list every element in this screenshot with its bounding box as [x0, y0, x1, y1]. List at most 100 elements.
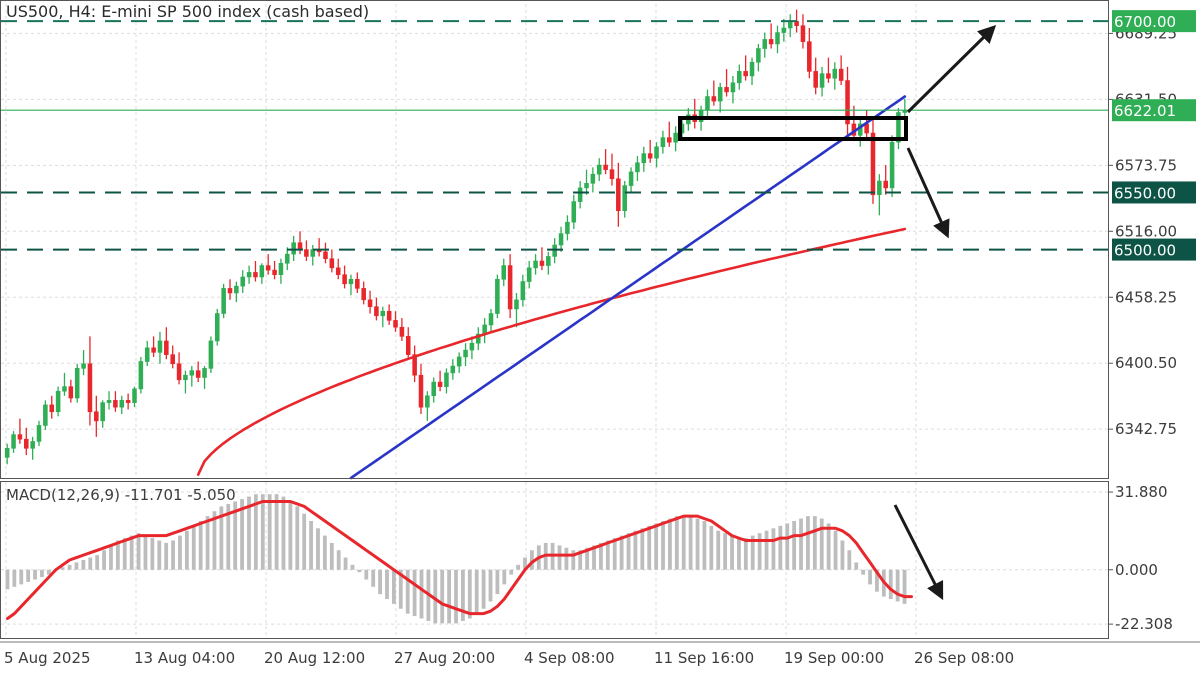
- candle-body: [113, 400, 118, 408]
- price-axis: 6689.256631.506573.756516.006458.256400.…: [1108, 24, 1177, 438]
- candle-body: [189, 370, 195, 376]
- macd-histogram-bar: [530, 550, 534, 570]
- price-tag-current[interactable]: 6622.01: [1112, 99, 1196, 122]
- candle-body: [565, 221, 570, 234]
- macd-histogram-bar: [723, 533, 728, 570]
- candle-body: [558, 233, 564, 246]
- macd-histogram-bar: [681, 516, 686, 570]
- candle-body: [533, 260, 538, 269]
- macd-histogram-bar: [240, 499, 244, 570]
- candle-body: [889, 141, 895, 189]
- price-tag-current-bg: [1112, 99, 1196, 122]
- candle-body: [4, 448, 10, 458]
- candle-body: [514, 299, 519, 310]
- macd-histogram-bar: [840, 540, 845, 570]
- macd-histogram-bar: [178, 535, 182, 570]
- candle-body: [119, 400, 125, 408]
- macd-histogram-bar: [771, 528, 776, 570]
- macd-histogram-bar: [136, 533, 141, 570]
- macd-histogram-bar: [619, 535, 624, 570]
- candle-body: [11, 434, 16, 449]
- macd-histogram-bar: [405, 569, 410, 614]
- candle-body: [183, 374, 188, 381]
- macd-histogram-bar: [757, 533, 762, 570]
- macd-histogram-bar: [67, 564, 72, 570]
- macd-histogram-bar: [212, 511, 217, 570]
- price-panel-frame: [0, 0, 1109, 479]
- time-axis-label: 5 Aug 2025: [4, 649, 91, 667]
- macd-histogram-bar: [799, 518, 803, 570]
- macd-histogram-bar: [184, 530, 189, 570]
- candle-body: [870, 132, 876, 196]
- macd-histogram-bar: [474, 569, 479, 614]
- macd-histogram-bar: [5, 569, 10, 590]
- macd-histogram-bar: [40, 569, 44, 578]
- macd-histogram-bar: [502, 569, 507, 585]
- candle-body: [323, 251, 328, 260]
- macd-histogram-bar: [412, 569, 417, 617]
- candle-body: [106, 400, 112, 403]
- candle-body: [616, 178, 621, 212]
- macd-histogram-bar: [868, 569, 872, 585]
- candle-body: [144, 347, 150, 362]
- macd-histogram-bar: [764, 530, 769, 570]
- candle-body: [577, 187, 583, 202]
- macd-histogram-bar: [12, 569, 17, 587]
- price-tag-6500-label: 6500.00: [1114, 242, 1176, 260]
- candle-body: [412, 354, 417, 376]
- candle-body: [176, 363, 182, 381]
- candle-body: [374, 306, 379, 317]
- candle-body: [768, 39, 774, 45]
- candle-body: [234, 285, 239, 294]
- macd-histogram-bar: [516, 564, 521, 570]
- time-axis-label: 27 Aug 20:00: [394, 649, 495, 667]
- candle-body: [55, 390, 61, 413]
- candle-body: [743, 71, 748, 77]
- moving-average-slow-line: [196, 227, 907, 476]
- macd-tick-label: -22.308: [1115, 615, 1173, 633]
- candle-body: [476, 333, 481, 344]
- macd-histogram-bar: [115, 540, 120, 570]
- candle-body: [164, 340, 169, 355]
- time-axis-label: 4 Sep 08:00: [524, 649, 615, 667]
- macd-histogram-bar: [60, 567, 65, 570]
- bearish-breakdown-arrow[interactable]: [906, 147, 950, 239]
- macd-histogram-bar: [467, 569, 472, 619]
- candle-body: [813, 71, 818, 88]
- candle-body: [68, 386, 74, 399]
- macd-histogram-bar: [385, 569, 389, 599]
- candle-body: [304, 249, 309, 257]
- price-tag-6700[interactable]: 6700.00: [1112, 10, 1196, 33]
- macd-histogram-bar: [688, 516, 693, 570]
- macd-histogram-bar: [578, 550, 583, 570]
- consolidation-box-annotation[interactable]: [678, 116, 908, 141]
- candle-body: [495, 278, 500, 314]
- candlestick-series[interactable]: [4, 9, 908, 465]
- macd-histogram-bar: [447, 569, 451, 624]
- candle-body: [539, 260, 545, 266]
- macd-histogram-bar: [171, 540, 175, 570]
- candle-body: [437, 381, 443, 387]
- candle-body: [896, 112, 901, 143]
- price-tag-6550[interactable]: 6550.00: [1112, 181, 1196, 204]
- price-tag-6500[interactable]: 6500.00: [1112, 238, 1196, 261]
- macd-histogram-bar: [654, 523, 659, 570]
- macd-histogram-bar: [274, 494, 279, 570]
- candle-body: [100, 402, 105, 422]
- bullish-breakout-arrow[interactable]: [906, 24, 997, 114]
- macd-histogram-bar: [391, 569, 396, 604]
- macd-histogram-bar: [668, 518, 672, 570]
- macd-histogram-bar: [564, 547, 569, 570]
- macd-histogram-bar: [316, 528, 320, 570]
- macd-panel-frame: [0, 481, 1109, 639]
- macd-histogram-bar: [854, 562, 859, 570]
- candle-body: [781, 27, 787, 33]
- candle-body: [800, 25, 806, 42]
- macd-bearish-arrow[interactable]: [893, 504, 944, 601]
- macd-histogram-bar: [295, 506, 300, 570]
- candle-body: [603, 164, 608, 170]
- macd-histogram-bar: [205, 516, 210, 570]
- candle-body: [297, 242, 303, 250]
- candle-body: [418, 374, 424, 408]
